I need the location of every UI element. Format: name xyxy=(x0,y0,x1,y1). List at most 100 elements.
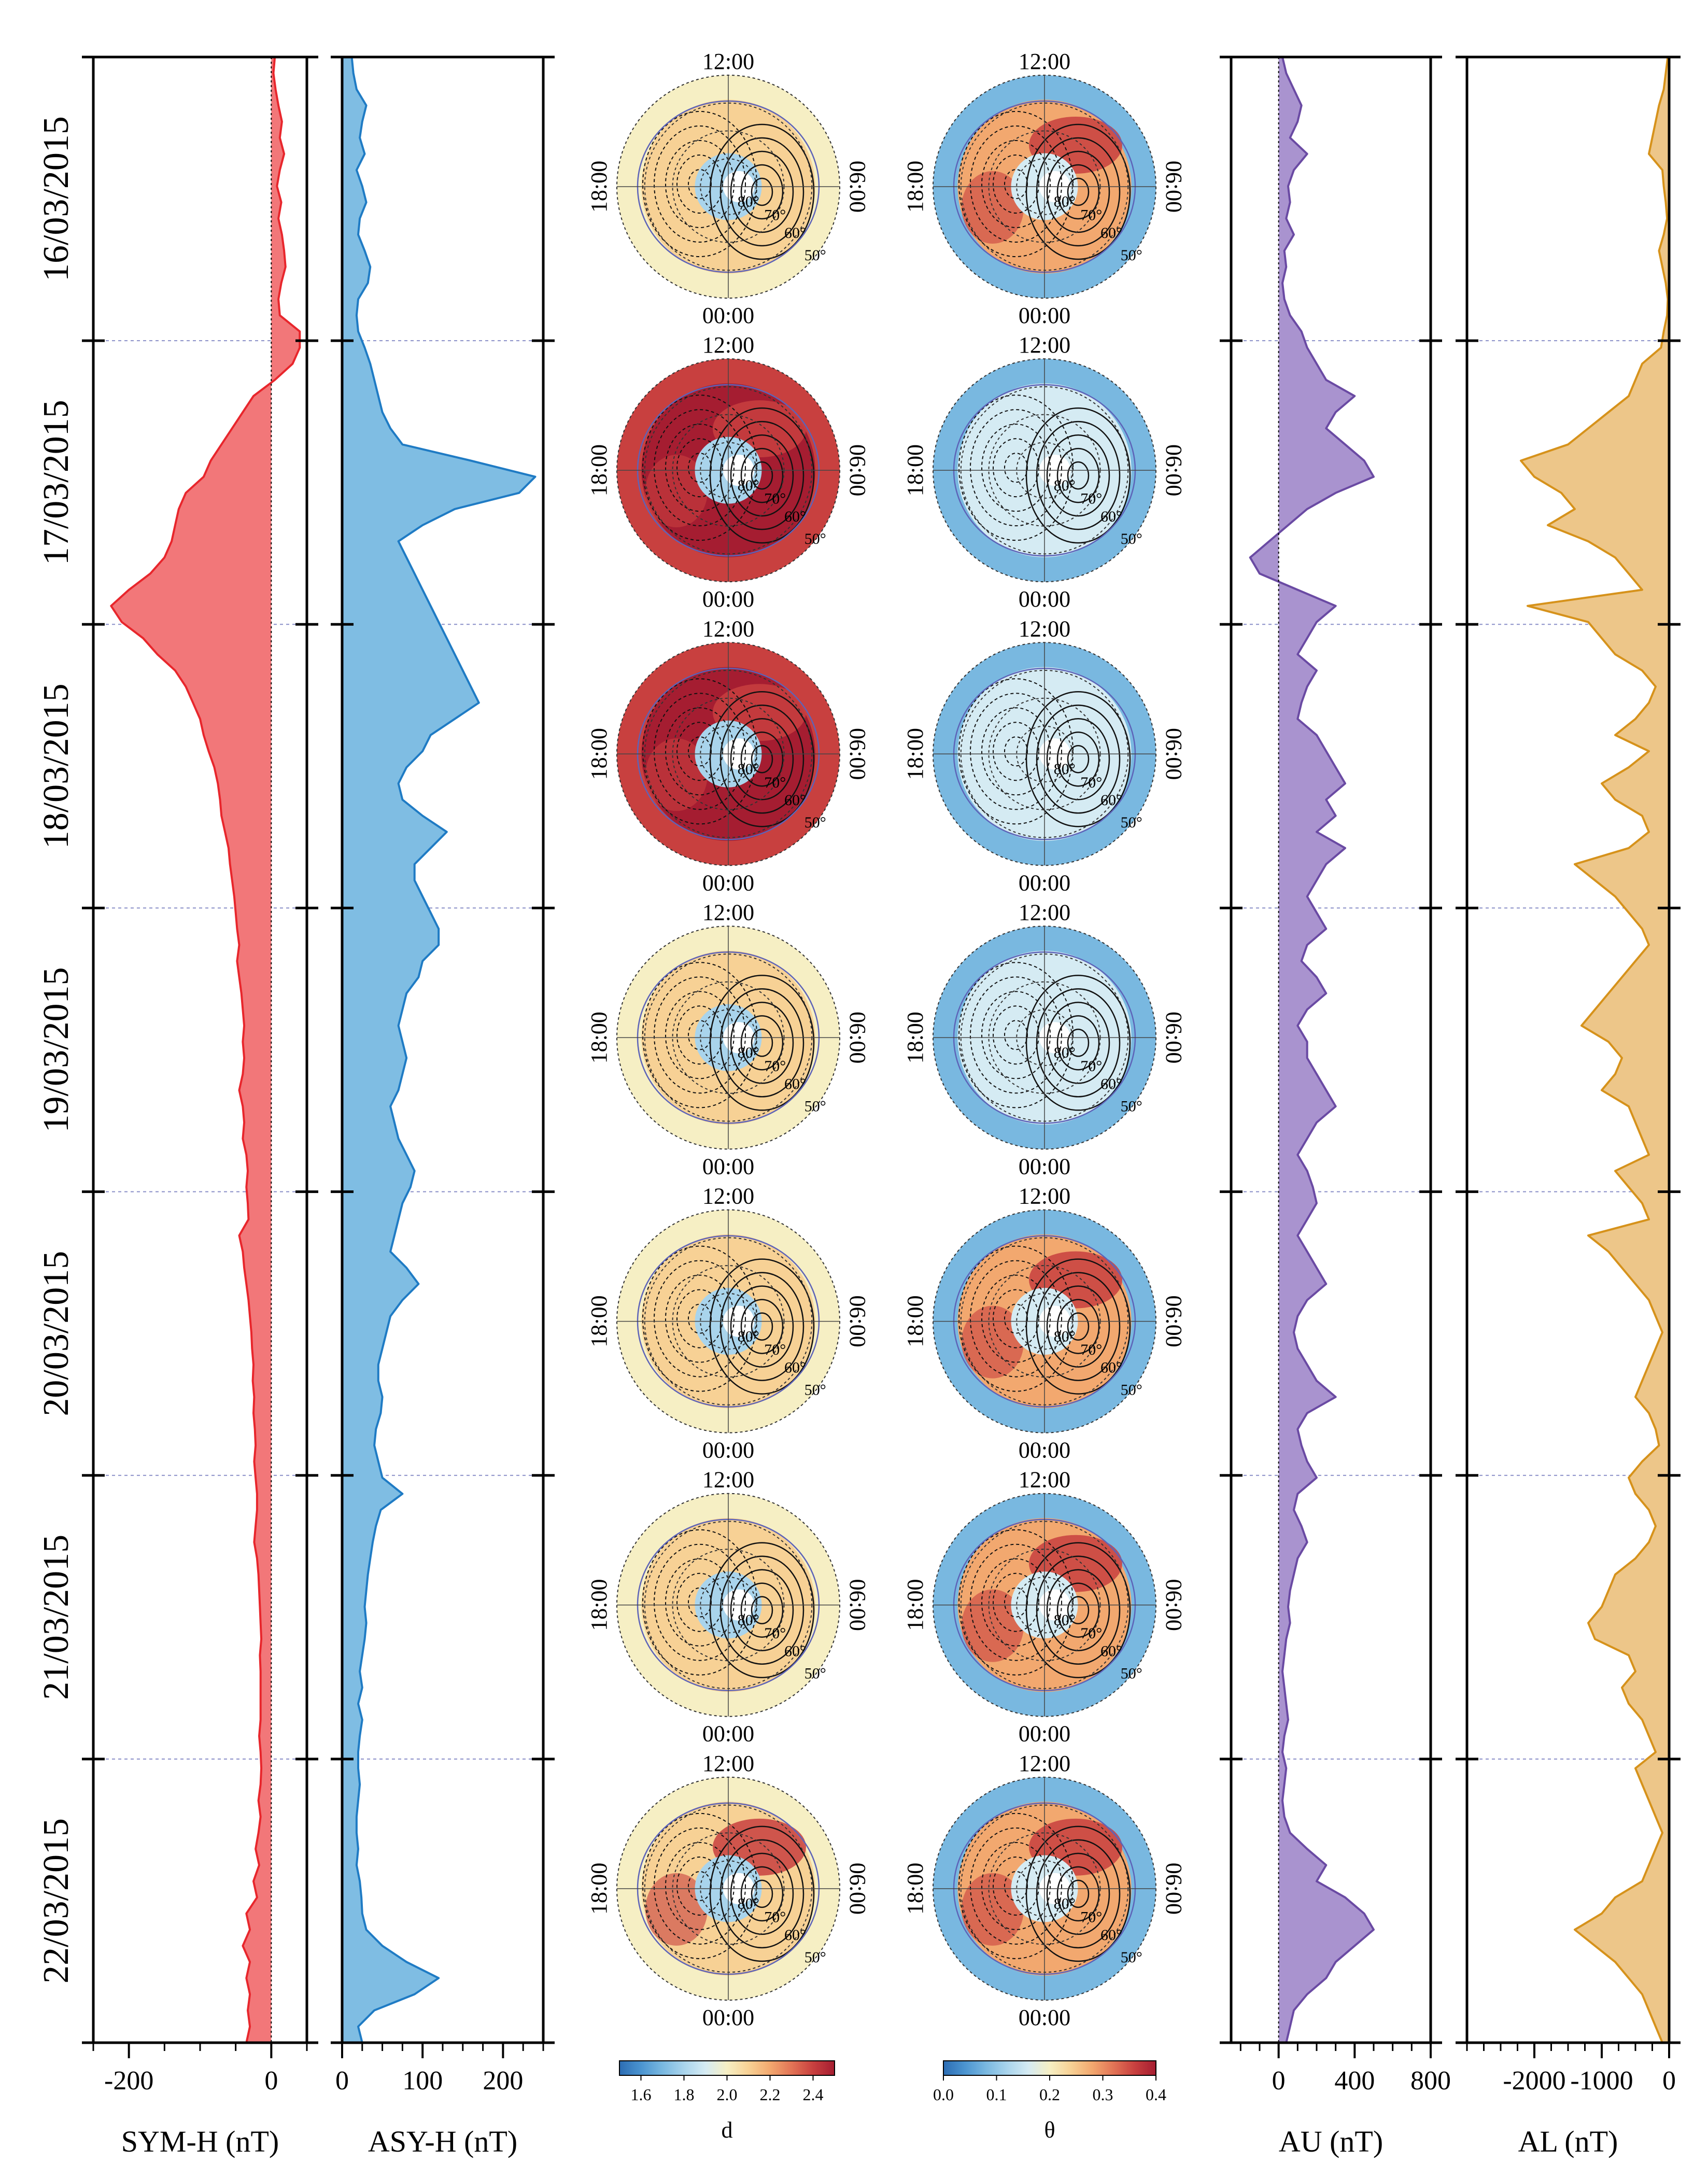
colorbar-theta-title: θ xyxy=(1044,2117,1055,2143)
potential-contour-positive xyxy=(1036,988,1121,1098)
latitude-label: 70° xyxy=(764,1625,786,1642)
clock-label-06: 06:00 xyxy=(1161,1295,1187,1347)
clock-label-12: 12:00 xyxy=(1019,49,1070,74)
potential-contour-negative xyxy=(665,1842,735,1930)
clock-label-12: 12:00 xyxy=(702,1751,754,1776)
potential-contour-negative xyxy=(958,1812,1074,1959)
potential-contour-positive xyxy=(1036,137,1121,247)
potential-contour-negative xyxy=(1004,453,1028,483)
colorbar-tick-label: 2.4 xyxy=(803,2085,824,2104)
potential-contour-negative xyxy=(642,1812,757,1959)
clock-label-00: 00:00 xyxy=(1019,1438,1070,1463)
potential-contour-positive xyxy=(740,1015,784,1071)
latitude-label: 80° xyxy=(738,477,759,494)
potential-contour-positive xyxy=(1056,732,1100,787)
potential-contour-positive xyxy=(730,150,794,233)
potential-contour-negative xyxy=(981,140,1051,228)
potential-contour-positive xyxy=(1056,447,1100,503)
potential-contour-negative xyxy=(642,395,757,541)
potential-contour-positive xyxy=(751,461,773,490)
colorbar-tick-label: 2.2 xyxy=(760,2085,781,2104)
latitude-label: 80° xyxy=(1054,1044,1076,1061)
latitude-label: 70° xyxy=(1080,1058,1102,1075)
clock-label-18: 18:00 xyxy=(902,1579,928,1631)
clock-label-06: 06:00 xyxy=(845,1011,870,1063)
potential-contour-positive xyxy=(740,1866,784,1922)
potential-contour-negative xyxy=(676,1289,723,1348)
date-label-2: 17/03/2015 xyxy=(36,400,76,565)
potential-contour-positive xyxy=(730,1852,794,1935)
potential-contour-negative xyxy=(665,707,735,796)
potential-contour-positive xyxy=(709,1258,815,1395)
clock-label-06: 06:00 xyxy=(845,1295,870,1347)
asyh-panel: 0 100 200 ASY-H (nT) xyxy=(331,55,555,2158)
potential-contour-negative xyxy=(654,693,746,810)
potential-contour-positive xyxy=(730,1002,794,1084)
clock-label-00: 00:00 xyxy=(1019,1154,1070,1179)
potential-contour-positive xyxy=(1056,1866,1100,1922)
latitude-label: 60° xyxy=(1100,1359,1122,1376)
potential-contour-positive xyxy=(709,1542,815,1678)
polar-map-theta-day-4: 80°70°60° 50° 12:00 00:00 18:00 06:00 xyxy=(902,900,1187,1179)
potential-contour-positive xyxy=(1056,1582,1100,1638)
date-label-3: 18/03/2015 xyxy=(36,683,76,849)
colorbar-tick-label: 0.2 xyxy=(1039,2085,1060,2104)
potential-contour-negative xyxy=(654,1827,746,1945)
latitude-label: 60° xyxy=(1100,792,1122,809)
potential-contour-positive xyxy=(740,447,784,503)
clock-label-12: 12:00 xyxy=(702,49,754,74)
potential-contour-positive xyxy=(1067,177,1090,206)
potential-contour-negative xyxy=(688,1871,712,1901)
latitude-label: 60° xyxy=(784,1359,806,1376)
au-line xyxy=(1249,57,1375,2043)
al-panel: -2000 -1000 0 AL (nT) xyxy=(1456,55,1681,2158)
al-line xyxy=(1520,57,1669,2043)
potential-contour-positive xyxy=(1046,1569,1110,1651)
clock-label-00: 00:00 xyxy=(702,303,754,328)
clock-label-18: 18:00 xyxy=(586,1579,612,1631)
clock-label-06: 06:00 xyxy=(845,728,870,780)
potential-contour-negative xyxy=(654,125,746,243)
al-area xyxy=(1521,57,1669,2043)
symh-line xyxy=(110,57,301,2043)
potential-contour-positive xyxy=(1056,164,1100,220)
potential-contour-positive xyxy=(1036,420,1121,530)
potential-contour-positive xyxy=(719,1555,804,1665)
latitude-label: 70° xyxy=(1080,490,1102,508)
au-panel: 0 400 800 AU (nT) xyxy=(1220,55,1451,2158)
clock-label-00: 00:00 xyxy=(1019,2005,1070,2030)
potential-contour-negative xyxy=(981,424,1051,512)
latitude-label: 50° xyxy=(804,1665,826,1682)
potential-contour-positive xyxy=(1025,975,1131,1111)
clock-label-18: 18:00 xyxy=(586,1295,612,1347)
clock-label-00: 00:00 xyxy=(702,1438,754,1463)
polar-map-theta-day-3: 80°70°60° 50° 12:00 00:00 18:00 06:00 xyxy=(902,616,1187,895)
colorbar-theta: 0.0 0.1 0.2 0.3 0.4 θ xyxy=(933,2060,1166,2143)
potential-contour-negative xyxy=(654,1260,746,1378)
potential-contour-positive xyxy=(1056,1015,1100,1071)
latitude-label: 50° xyxy=(1121,1949,1142,1966)
potential-contour-positive xyxy=(1067,461,1090,490)
potential-contour-negative xyxy=(665,140,735,228)
latitude-label: 60° xyxy=(1100,224,1122,242)
potential-contour-negative xyxy=(970,1260,1062,1378)
potential-contour-negative xyxy=(981,1558,1051,1647)
clock-label-18: 18:00 xyxy=(902,1863,928,1915)
potential-contour-positive xyxy=(1067,745,1090,774)
clock-label-06: 06:00 xyxy=(1161,728,1187,780)
colorbar-tick-label: 0.4 xyxy=(1146,2085,1166,2104)
latitude-label: 70° xyxy=(1080,774,1102,791)
potential-contour-negative xyxy=(676,1005,723,1065)
colorbar-tick-label: 0.0 xyxy=(933,2085,954,2104)
clock-label-12: 12:00 xyxy=(702,332,754,358)
potential-contour-positive xyxy=(1025,1542,1131,1678)
latitude-label: 60° xyxy=(1100,1643,1122,1660)
colorbar-d-bar xyxy=(619,2060,835,2076)
latitude-label: 60° xyxy=(1100,1927,1122,1944)
potential-contour-negative xyxy=(665,1558,735,1647)
potential-contour-positive xyxy=(751,745,773,774)
potential-contour-positive xyxy=(709,691,815,827)
al-tick-label: -1000 xyxy=(1570,2066,1633,2096)
potential-contour-positive xyxy=(1025,407,1131,544)
